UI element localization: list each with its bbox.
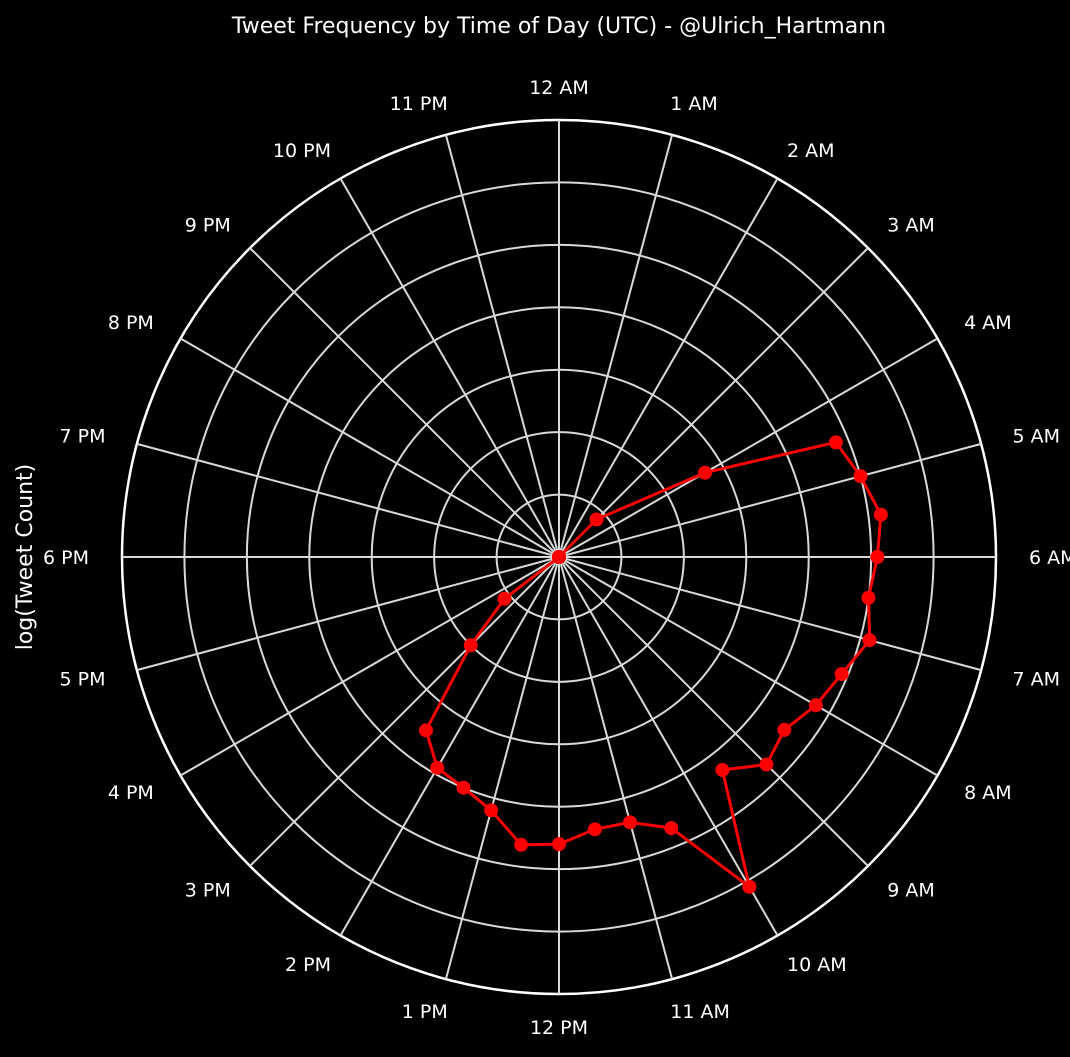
- angle-tick-label: 8 PM: [108, 312, 154, 334]
- angle-tick-label: 4 PM: [108, 782, 154, 804]
- data-point: [870, 550, 885, 564]
- angle-tick-label: 11 AM: [670, 1001, 730, 1023]
- angle-tick-label: 10 PM: [273, 140, 331, 162]
- data-point: [828, 435, 843, 450]
- data-point: [463, 638, 478, 653]
- angle-tick-label: 3 AM: [887, 215, 935, 237]
- angle-tick-label: 2 PM: [285, 954, 331, 976]
- angular-gridline-17: [136, 556, 560, 672]
- data-point: [715, 762, 730, 777]
- chart-title: Tweet Frequency by Time of Day (UTC) - @…: [231, 14, 886, 39]
- angle-tick-label: 5 PM: [60, 669, 106, 691]
- data-point: [664, 821, 679, 836]
- angular-gridline-22: [339, 178, 560, 558]
- angular-gridline-11: [558, 556, 674, 980]
- data-point: [587, 822, 602, 837]
- angular-gridline-1: [558, 134, 674, 558]
- angular-gridline-14: [339, 556, 560, 936]
- data-point: [484, 803, 499, 818]
- angular-gridline-23: [444, 134, 560, 558]
- angle-tick-label: 10 AM: [787, 954, 847, 976]
- angular-gridline-8: [558, 556, 938, 777]
- angular-gridlines: [122, 120, 996, 994]
- y-axis-label: log(Tweet Count): [13, 464, 38, 651]
- angle-tick-label: 12 PM: [530, 1017, 588, 1039]
- angle-tick-label: 12 AM: [529, 77, 589, 99]
- data-point: [834, 667, 849, 682]
- angular-gridline-21: [249, 247, 560, 558]
- angular-gridline-5: [558, 442, 982, 558]
- angular-gridline-10: [558, 556, 779, 936]
- data-point: [873, 507, 888, 522]
- angle-tick-label: 4 AM: [964, 312, 1012, 334]
- angle-tick-label: 3 PM: [185, 879, 231, 901]
- angular-gridline-2: [558, 178, 779, 558]
- data-point: [759, 757, 774, 772]
- angular-gridline-20: [180, 337, 560, 558]
- data-point: [552, 837, 566, 852]
- series-layer: [418, 435, 888, 894]
- angular-gridline-15: [249, 556, 560, 867]
- data-point: [589, 512, 604, 527]
- angular-gridline-13: [444, 556, 560, 980]
- angle-tick-label: 1 AM: [670, 93, 718, 115]
- angular-gridline-9: [558, 556, 869, 867]
- angle-tick-label: 7 PM: [60, 425, 106, 447]
- data-point: [861, 590, 876, 605]
- angle-tick-label: 2 AM: [787, 140, 835, 162]
- data-point: [497, 591, 512, 606]
- angle-tick-label: 8 AM: [964, 782, 1012, 804]
- data-point: [777, 722, 792, 737]
- data-point: [418, 723, 433, 738]
- angle-tick-label: 5 AM: [1013, 425, 1061, 447]
- angle-tick-label: 6 AM: [1029, 547, 1070, 569]
- data-point: [742, 879, 757, 894]
- angular-gridline-19: [136, 442, 560, 558]
- data-point: [697, 465, 712, 480]
- data-point: [514, 837, 529, 852]
- angular-gridline-4: [558, 337, 938, 558]
- angular-gridline-16: [180, 556, 560, 777]
- data-point: [456, 780, 471, 795]
- angle-tick-label: 1 PM: [402, 1001, 448, 1023]
- data-point: [623, 815, 638, 830]
- angle-tick-label: 6 PM: [43, 547, 89, 569]
- data-point: [853, 469, 868, 484]
- angle-tick-label: 7 AM: [1013, 669, 1061, 691]
- angle-tick-label: 9 PM: [185, 215, 231, 237]
- angular-gridline-3: [558, 247, 869, 558]
- data-point: [862, 633, 877, 648]
- angle-tick-label: 11 PM: [390, 93, 448, 115]
- angular-gridline-7: [558, 556, 982, 672]
- angle-tick-labels: 12 AM 1 AM 2 AM 3 AM 4 AM 5 AM 6 AM 7 AM 8 AM 9 A…: [43, 77, 1070, 1039]
- data-point: [808, 698, 823, 713]
- angle-tick-label: 9 AM: [887, 879, 935, 901]
- data-point: [430, 760, 445, 775]
- data-point: [552, 550, 566, 564]
